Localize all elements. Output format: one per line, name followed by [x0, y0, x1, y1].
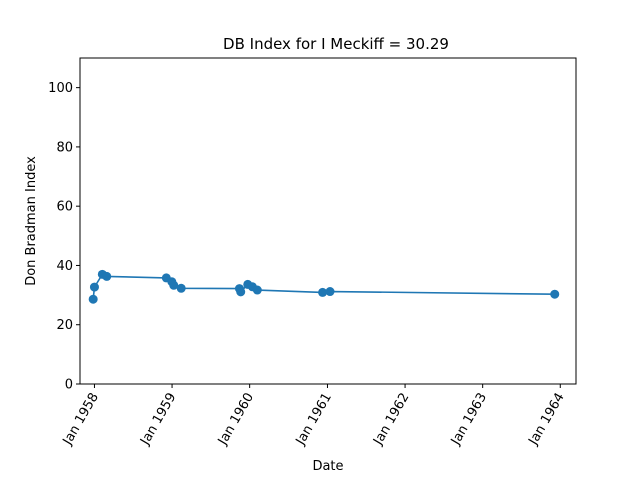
series-points: [88, 269, 560, 304]
data-point: [169, 280, 179, 290]
data-point: [550, 289, 560, 299]
y-tick-label: 80: [56, 140, 73, 155]
data-point: [318, 287, 328, 297]
data-point: [102, 271, 112, 281]
data-point: [88, 294, 98, 304]
data-point: [325, 287, 335, 297]
data-point: [236, 287, 246, 297]
data-point: [252, 285, 262, 295]
y-tick-label: 60: [56, 200, 73, 215]
data-point: [176, 283, 186, 293]
x-axis-label: Date: [312, 459, 343, 474]
plot-frame: [79, 57, 577, 385]
data-point: [89, 282, 99, 292]
chart-title: DB Index for I Meckiff = 30.29: [223, 35, 449, 53]
y-tick-label: 100: [48, 81, 73, 96]
y-axis: 0 20 40 60 80 100: [48, 81, 80, 393]
y-tick-label: 40: [56, 259, 73, 274]
y-axis-label: Don Bradman Index: [24, 156, 39, 286]
y-tick-label: 0: [65, 378, 73, 393]
y-tick-label: 20: [56, 318, 73, 333]
